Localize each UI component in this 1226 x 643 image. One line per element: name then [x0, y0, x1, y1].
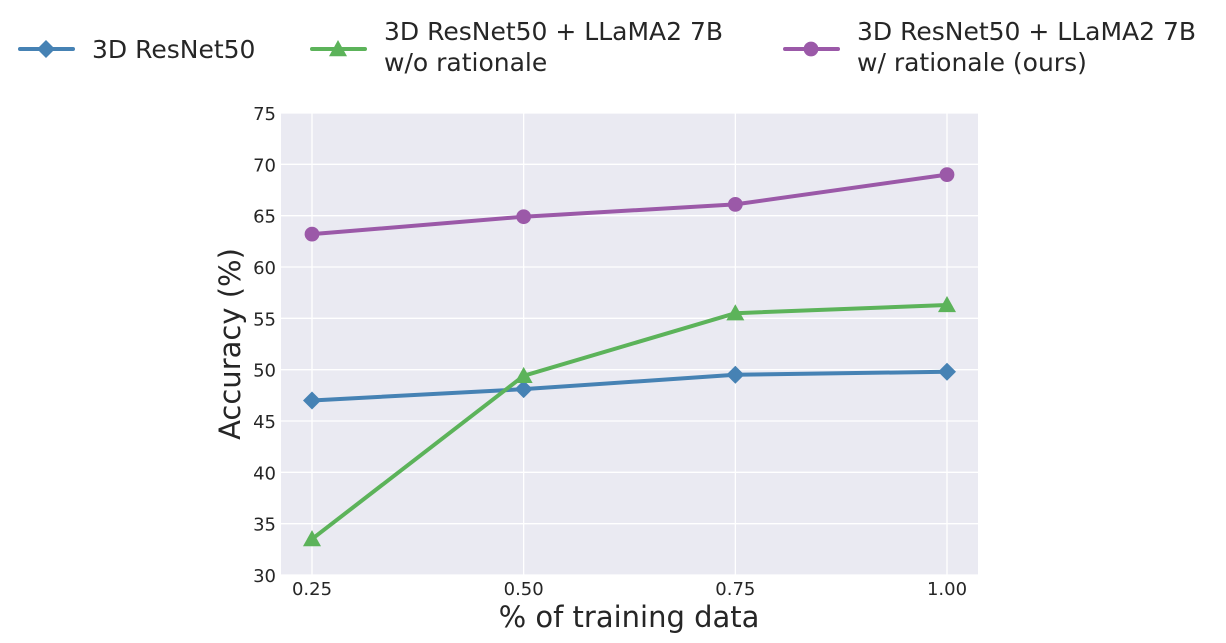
y-tick-label: 60	[253, 258, 276, 279]
data-point	[514, 366, 533, 384]
y-tick-label: 40	[253, 463, 276, 484]
legend-label: 3D ResNet50	[92, 35, 255, 64]
series-0	[303, 362, 956, 410]
legend-marker	[37, 40, 55, 58]
y-tick-label: 30	[253, 566, 276, 587]
legend-label: 3D ResNet50 + LLaMA2 7B	[384, 17, 723, 46]
x-tick-label: 1.00	[927, 579, 967, 600]
data-point	[938, 295, 956, 313]
data-point	[304, 226, 320, 242]
y-tick-label: 55	[253, 309, 276, 330]
data-point	[727, 196, 743, 212]
y-tick-label: 45	[253, 412, 276, 433]
series-group	[303, 167, 956, 547]
data-point	[303, 530, 321, 547]
data-point	[303, 391, 321, 410]
series-line	[310, 172, 949, 237]
legend-marker	[803, 41, 819, 57]
legend-label: w/o rationale	[384, 48, 547, 77]
series-line	[310, 369, 949, 403]
y-tick-label: 70	[253, 155, 276, 176]
legend-label: w/ rationale (ours)	[857, 48, 1087, 77]
legend-entry-1: 3D ResNet50 + LLaMA2 7Bw/o rationale	[310, 17, 723, 77]
data-point	[726, 365, 745, 384]
y-tick-label: 65	[253, 207, 276, 228]
y-tick-label: 35	[253, 515, 276, 536]
x-tick-labels: 0.25 0.50 0.75 1.00	[292, 579, 967, 600]
x-tick-label: 0.50	[504, 579, 544, 600]
x-tick-label: 0.75	[715, 579, 755, 600]
series-line	[310, 302, 949, 542]
data-point	[516, 209, 532, 225]
series-1	[303, 295, 956, 547]
data-point	[938, 362, 956, 381]
data-point	[726, 304, 745, 321]
x-tick-label: 0.25	[292, 579, 332, 600]
series-2	[304, 167, 955, 242]
y-tick-label: 50	[253, 361, 276, 382]
data-point	[514, 380, 533, 399]
y-axis-title: Accuracy (%)	[213, 248, 247, 440]
y-tick-label: 75	[253, 104, 276, 125]
data-point	[939, 167, 955, 182]
y-tick-labels: 30 35 40 45 50 55 60 65 70 75	[253, 104, 276, 587]
legend-entry-0: 3D ResNet50	[18, 35, 255, 64]
legend-entry-2: 3D ResNet50 + LLaMA2 7Bw/ rationale (our…	[783, 17, 1196, 77]
x-axis-title: % of training data	[499, 600, 760, 634]
legend-label: 3D ResNet50 + LLaMA2 7B	[857, 17, 1196, 46]
legend-marker	[329, 40, 347, 57]
